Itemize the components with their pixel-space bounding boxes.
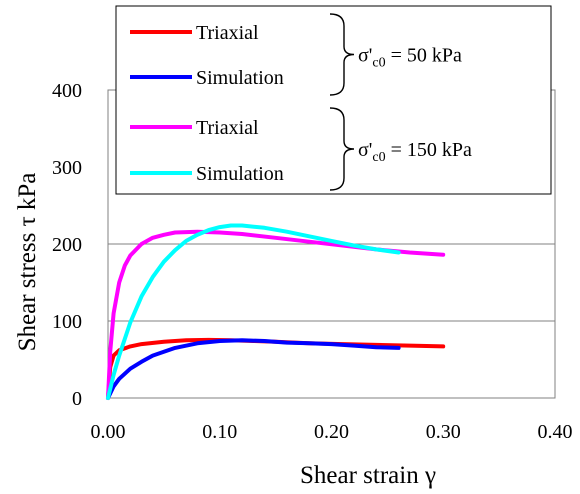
- legend-label-3: Simulation: [196, 163, 284, 185]
- y-tick-label: 400: [52, 80, 82, 102]
- y-tick-label: 200: [52, 234, 82, 256]
- x-tick-label: 0.00: [91, 421, 126, 443]
- legend-label-0: Triaxial: [196, 22, 259, 44]
- x-tick-labels: 0.00 0.10 0.20 0.30 0.40: [91, 421, 573, 443]
- legend-group-label-1: σ'c0 = 150 kPa: [358, 139, 472, 165]
- y-tick-label: 0: [72, 388, 82, 410]
- x-tick-label: 0.20: [314, 421, 349, 443]
- x-tick-label: 0.40: [538, 421, 573, 443]
- series-line-2: [106, 229, 446, 400]
- legend-group-label-0: σ'c0 = 50 kPa: [358, 45, 462, 71]
- legend-label-2: Triaxial: [196, 117, 259, 139]
- y-tick-labels: 0 100 200 300 400: [52, 80, 82, 410]
- legend-box: [115, 5, 552, 195]
- x-tick-label: 0.10: [202, 421, 237, 443]
- y-tick-label: 100: [52, 311, 82, 333]
- legend: Triaxial Simulation Triaxial Simulation σ'c…: [115, 5, 552, 195]
- y-tick-label: 300: [52, 157, 82, 179]
- y-axis-title: Shear stress τ kPa: [14, 173, 41, 352]
- legend-brace-1: [329, 107, 355, 191]
- series-line-3: [106, 223, 401, 400]
- x-axis-title: Shear strain γ: [300, 462, 436, 489]
- x-tick-label: 0.30: [426, 421, 461, 443]
- legend-label-1: Simulation: [196, 67, 284, 89]
- legend-brace-0: [329, 13, 355, 96]
- series-lines: [106, 223, 446, 400]
- series-line-1: [106, 338, 401, 400]
